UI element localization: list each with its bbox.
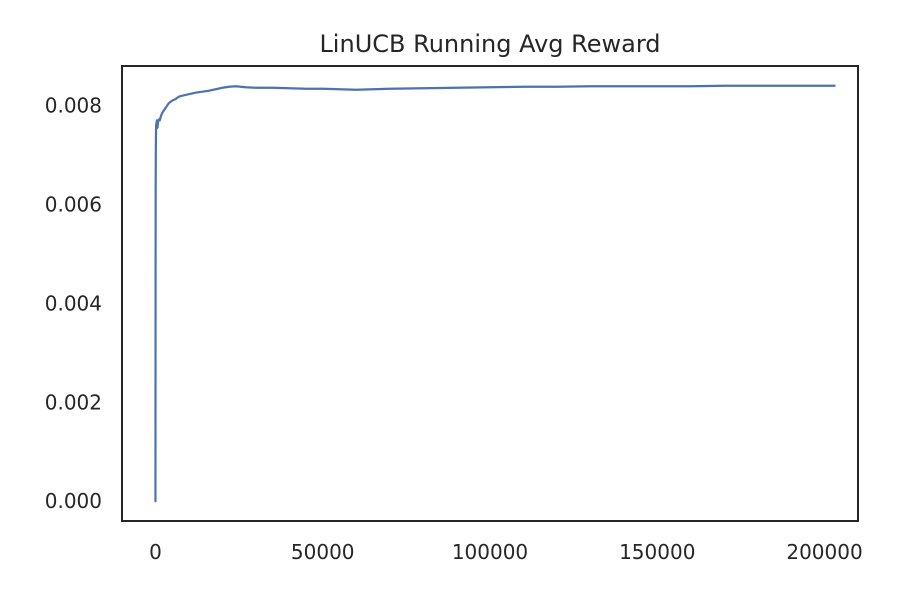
y-axis: 0.000 0.002 0.004 0.006 0.008 (45, 94, 102, 514)
y-tick-label: 0.004 (45, 291, 102, 315)
chart-title: LinUCB Running Avg Reward (319, 30, 660, 58)
series-layer (154, 84, 836, 503)
plot-frame (121, 65, 859, 522)
y-tick-label: 0.002 (45, 390, 102, 414)
x-tick-label: 50000 (291, 540, 355, 564)
x-tick-label: 150000 (619, 540, 695, 564)
x-axis: 0 50000 100000 150000 200000 (149, 540, 863, 564)
y-tick-label: 0.000 (45, 489, 102, 513)
x-tick-label: 0 (149, 540, 162, 564)
y-tick-label: 0.008 (45, 94, 102, 118)
y-tick-label: 0.006 (45, 192, 102, 216)
x-tick-label: 200000 (786, 540, 862, 564)
x-tick-label: 100000 (452, 540, 528, 564)
series-line (154, 84, 836, 503)
